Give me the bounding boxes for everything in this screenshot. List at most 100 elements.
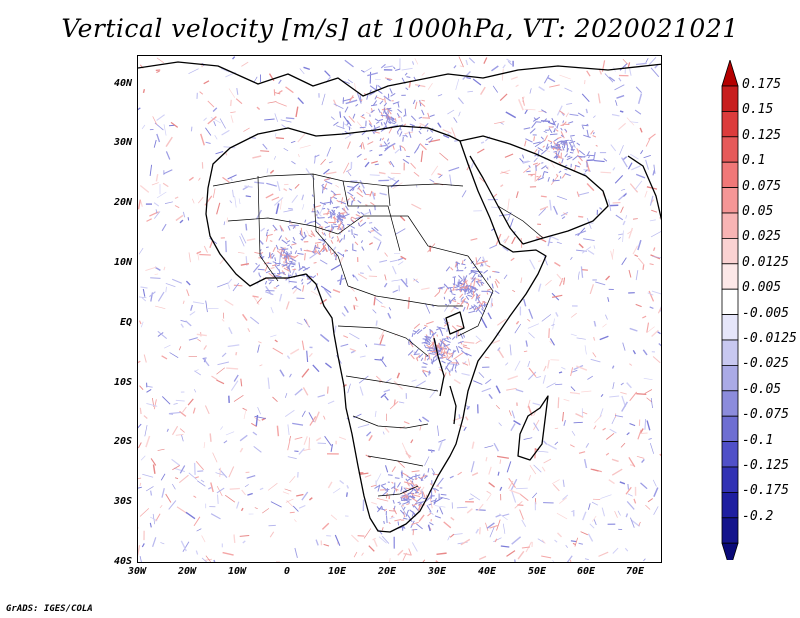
velocity-streak [254,415,266,420]
colorbar-label: 0.15 [742,102,774,118]
velocity-streak [542,374,546,384]
velocity-streak [589,523,595,529]
velocity-streak [444,287,449,294]
velocity-streak [391,481,394,484]
velocity-streak [411,504,415,508]
velocity-streak [309,251,319,259]
velocity-streak [553,155,557,159]
velocity-streak [288,260,293,263]
velocity-streak [374,358,382,361]
velocity-streak [563,140,566,149]
velocity-streak [271,196,280,201]
velocity-streak [380,305,386,308]
velocity-streak [201,557,208,562]
velocity-streak [524,109,528,115]
velocity-streak [337,211,341,214]
velocity-streak [344,249,347,252]
velocity-streak [354,241,359,246]
velocity-streak [415,487,418,491]
velocity-streak [457,471,462,476]
velocity-streak [223,221,226,226]
velocity-streak [140,321,144,328]
velocity-streak [270,334,277,338]
velocity-streak [276,264,280,267]
velocity-streak [397,108,403,114]
velocity-streak [420,150,424,163]
velocity-streak [599,207,603,210]
velocity-streak [398,116,401,118]
velocity-streak [169,352,179,358]
velocity-streak [202,357,210,367]
velocity-streak [543,74,550,84]
velocity-streak [225,431,235,436]
velocity-streak [370,109,375,114]
velocity-streak [228,88,236,98]
velocity-streak [542,118,548,123]
velocity-streak [633,498,637,504]
velocity-streak [648,133,656,140]
velocity-streak [374,78,381,80]
velocity-streak [377,484,381,492]
velocity-streak [437,346,442,349]
velocity-streak [489,524,498,529]
velocity-streak [625,214,628,219]
velocity-streak [523,350,528,353]
velocity-streak [521,546,531,549]
velocity-streak [414,478,418,480]
velocity-streak [458,274,463,280]
velocity-streak [357,535,365,537]
velocity-streak [386,107,392,110]
velocity-streak [203,117,208,121]
velocity-streak [336,235,341,243]
velocity-streak [345,99,358,105]
velocity-streak [431,331,437,337]
velocity-streak [332,289,341,293]
velocity-streak [528,474,532,481]
velocity-streak [470,493,481,501]
velocity-streak [212,107,218,112]
velocity-streak [315,539,319,546]
velocity-streak [251,422,257,428]
velocity-streak [399,145,402,152]
velocity-streak [634,254,639,258]
velocity-streak [324,220,329,224]
velocity-streak [396,112,400,118]
velocity-streak [383,107,387,115]
velocity-streak [418,353,424,358]
velocity-streak [378,153,383,157]
velocity-streak [468,57,476,64]
velocity-streak [499,486,503,491]
velocity-streak [260,150,270,152]
velocity-streak [336,125,345,130]
velocity-streak [502,523,506,534]
velocity-streak [495,404,500,410]
velocity-streak [289,475,296,484]
velocity-streak [232,282,240,292]
velocity-streak [646,397,653,403]
velocity-streak [420,474,427,480]
velocity-streak [346,485,350,489]
country-borders [212,173,544,497]
velocity-streak [517,504,524,506]
velocity-streak [331,236,334,240]
velocity-streak [350,350,355,354]
velocity-streak [578,542,584,545]
velocity-streak [526,170,531,173]
velocity-streak [570,145,575,152]
velocity-streak [543,131,547,133]
velocity-streak [398,503,402,505]
velocity-streak [512,289,516,293]
velocity-streak [461,190,467,198]
velocity-streak [411,379,417,382]
velocity-streak [347,79,353,84]
velocity-streak [439,506,444,515]
velocity-streak [609,428,617,434]
velocity-streak [502,246,509,252]
velocity-streak [457,330,460,337]
velocity-streak [298,504,306,509]
velocity-streak [271,272,276,275]
velocity-streak [406,495,409,499]
velocity-streak [485,522,489,532]
velocity-streak [470,305,475,309]
velocity-streak [370,230,375,232]
